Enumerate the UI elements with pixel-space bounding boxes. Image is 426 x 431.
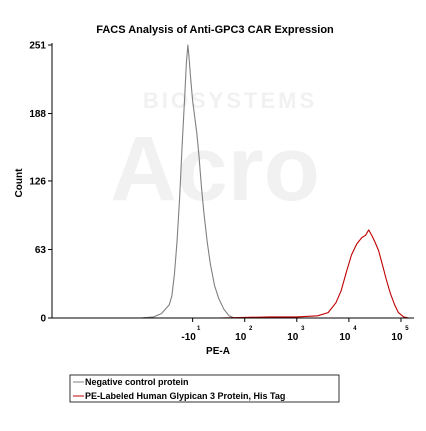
y-axis-label: Count [14,168,25,198]
watermark-logo: BIOSYSTEMS Acro [110,88,320,220]
x-tick-exp-1: 2 [249,326,253,332]
x-axis-label: PE-A [206,346,230,357]
series-group [78,44,409,319]
svg-text:BIOSYSTEMS: BIOSYSTEMS [143,88,317,113]
y-tick-label-2: 126 [29,176,46,187]
legend-label-negative: Negative control protein [85,377,189,387]
x-tick-base-3: 10 [339,332,351,343]
x-tick-base-4: 10 [391,332,403,343]
legend-box [69,374,340,403]
x-tick-base-1: 10 [235,332,247,343]
legend-label-pe-labeled: PE-Labeled Human Glypican 3 Protein, His… [85,391,285,401]
svg-text:Acro: Acro [110,118,320,220]
legend: Negative control protein PE-Labeled Huma… [69,374,340,403]
y-tick-label-0: 0 [40,314,46,325]
x-tick-exp-2: 3 [301,326,305,332]
y-tick-label-4: 251 [29,41,46,52]
x-tick-base-2: 10 [287,332,299,343]
x-tick-exp-4: 5 [405,326,409,332]
chart-title: FACS Analysis of Anti-GPC3 CAR Expressio… [96,24,334,36]
y-ticks: 0 63 126 188 251 [29,41,52,325]
x-tick-base-0: -10 [181,332,196,343]
x-tick-exp-0: 1 [197,326,201,332]
series-line-0 [78,44,409,319]
x-tick-exp-3: 4 [353,326,357,332]
y-tick-label-1: 63 [35,245,47,256]
y-tick-label-3: 188 [29,109,46,120]
series-line-1 [109,229,409,319]
